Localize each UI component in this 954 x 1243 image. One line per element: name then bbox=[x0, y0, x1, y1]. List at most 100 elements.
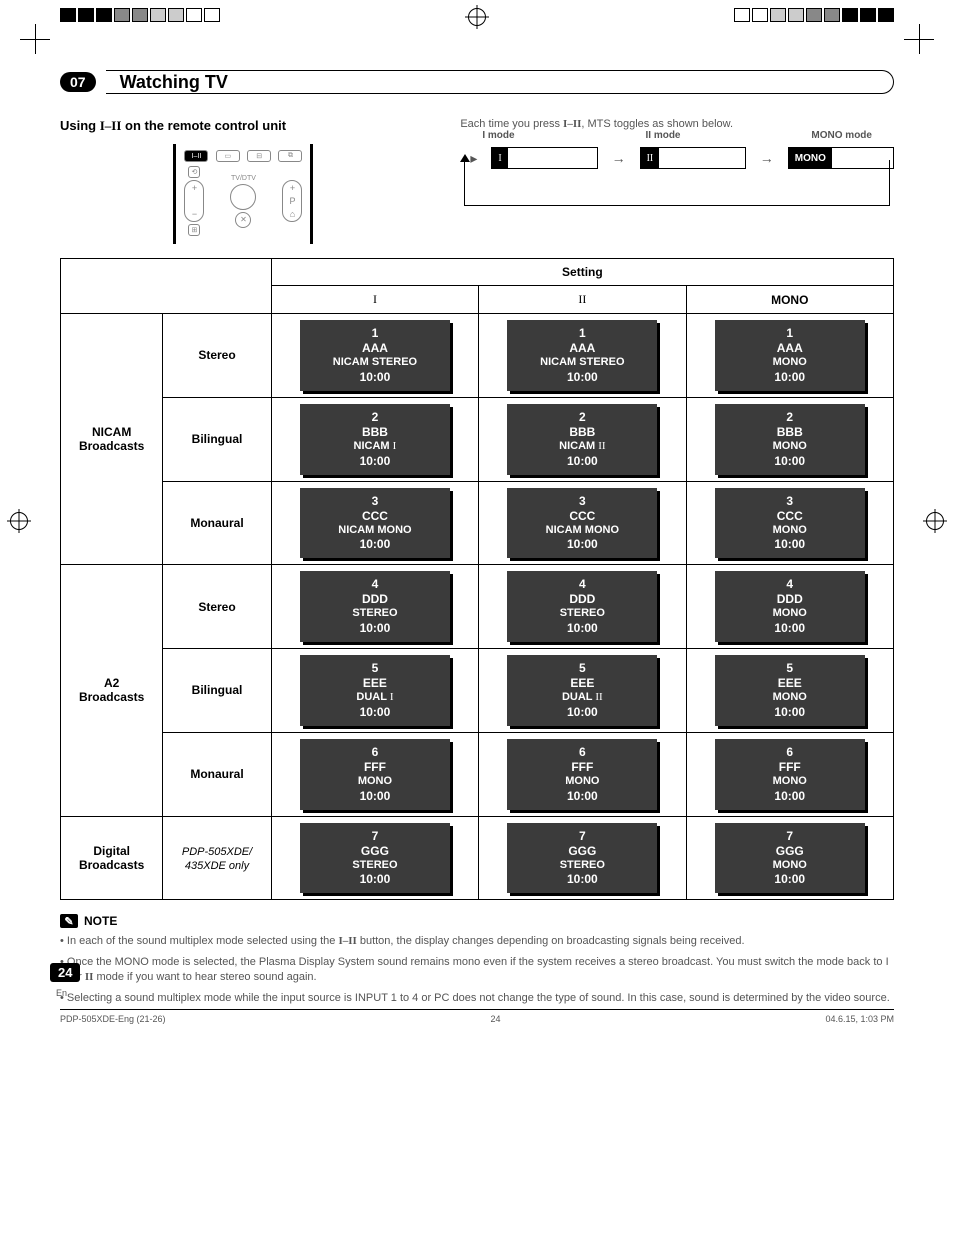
osd-display: 7 GGG MONO 10:00 bbox=[715, 823, 865, 894]
footer: PDP-505XDE-Eng (21-26) 24 04.6.15, 1:03 … bbox=[60, 1009, 894, 1024]
remote-button: ⟲ bbox=[188, 166, 200, 178]
remote-button-i-ii: I–II bbox=[184, 150, 208, 162]
osd-cell: 1 AAA NICAM STEREO 10:00 bbox=[479, 314, 686, 398]
row-label: Stereo bbox=[163, 314, 271, 398]
osd-cell: 7 GGG MONO 10:00 bbox=[686, 816, 893, 900]
mts-block-label: I bbox=[492, 148, 507, 168]
osd-name: AAA bbox=[511, 341, 653, 356]
row-label: Bilingual bbox=[163, 397, 271, 481]
osd-time: 10:00 bbox=[511, 872, 653, 887]
osd-time: 10:00 bbox=[511, 621, 653, 636]
osd-channel: 2 bbox=[304, 410, 446, 425]
osd-time: 10:00 bbox=[719, 872, 861, 887]
osd-channel: 2 bbox=[719, 410, 861, 425]
osd-name: GGG bbox=[304, 844, 446, 859]
mute-icon: ✕ bbox=[235, 212, 251, 228]
osd-channel: 6 bbox=[511, 745, 653, 760]
osd-channel: 4 bbox=[511, 577, 653, 592]
th-col-mono: MONO bbox=[686, 286, 893, 314]
osd-display: 2 BBB NICAM I 10:00 bbox=[300, 404, 450, 475]
osd-name: EEE bbox=[719, 676, 861, 691]
osd-mode: STEREO bbox=[511, 607, 653, 621]
osd-time: 10:00 bbox=[719, 370, 861, 385]
osd-display: 5 EEE DUAL I 10:00 bbox=[300, 655, 450, 726]
osd-time: 10:00 bbox=[511, 537, 653, 552]
osd-display: 3 CCC NICAM MONO 10:00 bbox=[300, 488, 450, 559]
osd-channel: 1 bbox=[511, 326, 653, 341]
pencil-icon: ✎ bbox=[60, 914, 78, 928]
osd-mode: NICAM I bbox=[304, 440, 446, 454]
osd-time: 10:00 bbox=[304, 370, 446, 385]
remote-button: ⊞ bbox=[188, 224, 200, 236]
osd-name: EEE bbox=[511, 676, 653, 691]
mts-description: Each time you press I–II, MTS toggles as… bbox=[460, 118, 894, 130]
chapter-title: Watching TV bbox=[120, 72, 228, 93]
desc-suffix: , MTS toggles as shown below. bbox=[581, 118, 733, 130]
osd-channel: 7 bbox=[719, 829, 861, 844]
section-heading: Using I–II on the remote control unit bbox=[60, 118, 427, 134]
osd-name: AAA bbox=[719, 341, 861, 356]
osd-time: 10:00 bbox=[719, 537, 861, 552]
osd-channel: 1 bbox=[304, 326, 446, 341]
arrow-right-icon: → bbox=[760, 150, 774, 166]
osd-time: 10:00 bbox=[304, 454, 446, 469]
osd-mode: MONO bbox=[719, 440, 861, 454]
osd-channel: 4 bbox=[719, 577, 861, 592]
remote-diagram: I–II ▭ ⊟ ⧉ ⟲ +− ⊞ TV/DTV ✕ +P⌂ bbox=[173, 144, 313, 244]
remote-center-button bbox=[230, 184, 256, 210]
osd-display: 6 FFF MONO 10:00 bbox=[300, 739, 450, 810]
i-ii-symbol: I–II bbox=[563, 118, 581, 130]
osd-channel: 3 bbox=[511, 494, 653, 509]
osd-display: 2 BBB MONO 10:00 bbox=[715, 404, 865, 475]
osd-display: 5 EEE MONO 10:00 bbox=[715, 655, 865, 726]
osd-name: GGG bbox=[719, 844, 861, 859]
osd-display: 7 GGG STEREO 10:00 bbox=[300, 823, 450, 894]
osd-channel: 7 bbox=[511, 829, 653, 844]
osd-name: DDD bbox=[719, 592, 861, 607]
osd-channel: 5 bbox=[304, 661, 446, 676]
note-item: In each of the sound multiplex mode sele… bbox=[60, 934, 894, 949]
table-row: Monaural 6 FFF MONO 10:00 6 FFF MONO 10:… bbox=[61, 732, 894, 816]
osd-time: 10:00 bbox=[304, 705, 446, 720]
osd-name: FFF bbox=[511, 760, 653, 775]
osd-mode: MONO bbox=[719, 775, 861, 789]
osd-name: FFF bbox=[304, 760, 446, 775]
osd-cell: 5 EEE DUAL I 10:00 bbox=[271, 649, 478, 733]
osd-mode: DUAL II bbox=[511, 691, 653, 705]
osd-name: EEE bbox=[304, 676, 446, 691]
osd-cell: 7 GGG STEREO 10:00 bbox=[271, 816, 478, 900]
osd-cell: 4 DDD STEREO 10:00 bbox=[271, 565, 478, 649]
osd-mode: NICAM STEREO bbox=[304, 356, 446, 370]
osd-display: 3 CCC NICAM MONO 10:00 bbox=[507, 488, 657, 559]
note-item: Selecting a sound multiplex mode while t… bbox=[60, 991, 894, 1006]
group-header: NICAMBroadcasts bbox=[61, 314, 163, 565]
remote-button: ⊟ bbox=[247, 150, 271, 162]
osd-name: FFF bbox=[719, 760, 861, 775]
osd-cell: 4 DDD MONO 10:00 bbox=[686, 565, 893, 649]
registration-mark-icon bbox=[926, 512, 944, 530]
osd-cell: 6 FFF MONO 10:00 bbox=[686, 732, 893, 816]
osd-cell: 5 EEE MONO 10:00 bbox=[686, 649, 893, 733]
table-row: A2BroadcastsStereo 4 DDD STEREO 10:00 4 … bbox=[61, 565, 894, 649]
table-row: DigitalBroadcastsPDP-505XDE/435XDE only … bbox=[61, 816, 894, 900]
osd-display: 2 BBB NICAM II 10:00 bbox=[507, 404, 657, 475]
osd-cell: 1 AAA MONO 10:00 bbox=[686, 314, 893, 398]
osd-channel: 6 bbox=[304, 745, 446, 760]
osd-mode: MONO bbox=[719, 607, 861, 621]
note-item: Once the MONO mode is selected, the Plas… bbox=[60, 955, 894, 985]
osd-time: 10:00 bbox=[719, 454, 861, 469]
osd-cell: 2 BBB MONO 10:00 bbox=[686, 397, 893, 481]
i-ii-symbol: I–II bbox=[100, 118, 122, 133]
mts-block-mono: MONO bbox=[788, 147, 894, 169]
registration-mark-icon bbox=[468, 8, 486, 26]
footer-right: 04.6.15, 1:03 PM bbox=[825, 1014, 894, 1024]
osd-mode: MONO bbox=[719, 524, 861, 538]
osd-time: 10:00 bbox=[511, 370, 653, 385]
osd-cell: 5 EEE DUAL II 10:00 bbox=[479, 649, 686, 733]
osd-channel: 3 bbox=[719, 494, 861, 509]
osd-mode: MONO bbox=[304, 775, 446, 789]
registration-mark-icon bbox=[10, 512, 28, 530]
osd-time: 10:00 bbox=[719, 621, 861, 636]
osd-channel: 3 bbox=[304, 494, 446, 509]
osd-display: 4 DDD MONO 10:00 bbox=[715, 571, 865, 642]
